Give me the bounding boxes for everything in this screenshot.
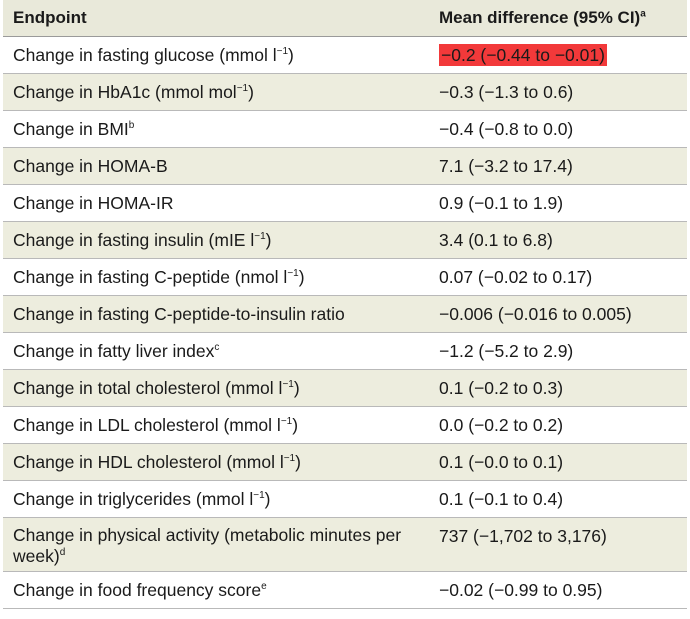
superscript: b (128, 119, 135, 131)
table-row: Change in fasting insulin (mIE l−1) 3.4 … (3, 221, 687, 259)
endpoint-cell: Change in HbA1c (mmol mol−1) (3, 73, 431, 111)
endpoint-header: Endpoint (3, 0, 431, 37)
superscript: −1 (276, 45, 289, 57)
value-cell: 0.1 (−0.1 to 0.4) (431, 480, 687, 518)
table-row: Change in food frequency scoree −0.02 (−… (3, 571, 687, 609)
table-row: Change in fatty liver indexc −1.2 (−5.2 … (3, 332, 687, 370)
superscript: e (261, 580, 267, 592)
table-row: Change in physical activity (metabolic m… (3, 517, 687, 572)
endpoint-cell: Change in fatty liver indexc (3, 332, 431, 370)
superscript: d (59, 547, 66, 559)
results-table: Endpoint Mean difference (95% CI)a Chang… (3, 0, 687, 609)
table-row: Change in total cholesterol (mmol l−1) 0… (3, 369, 687, 407)
table-row: Change in fasting glucose (mmol l−1) −0.… (3, 36, 687, 74)
endpoint-cell: Change in LDL cholesterol (mmol l−1) (3, 406, 431, 444)
superscript: c (214, 341, 220, 353)
highlighted-value: −0.2 (−0.44 to −0.01) (439, 43, 607, 66)
endpoint-cell: Change in BMIb (3, 110, 431, 148)
value-cell: 0.9 (−0.1 to 1.9) (431, 184, 687, 222)
value-cell: 0.07 (−0.02 to 0.17) (431, 258, 687, 296)
superscript: −1 (253, 489, 265, 501)
endpoint-cell: Change in HOMA-B (3, 147, 431, 185)
table-row: Change in triglycerides (mmol l−1) 0.1 (… (3, 480, 687, 518)
value-cell: −0.02 (−0.99 to 0.95) (431, 571, 687, 609)
value-cell: −0.2 (−0.44 to −0.01) (431, 36, 687, 74)
value-cell: 3.4 (0.1 to 6.8) (431, 221, 687, 259)
endpoint-cell: Change in HOMA-IR (3, 184, 431, 222)
table-row: Change in HOMA-IR 0.9 (−0.1 to 1.9) (3, 184, 687, 222)
endpoint-cell: Change in fasting glucose (mmol l−1) (3, 36, 431, 74)
superscript: −1 (287, 267, 299, 279)
table-row: Change in HDL cholesterol (mmol l−1) 0.1… (3, 443, 687, 481)
superscript: −1 (236, 82, 249, 94)
value-cell: 7.1 (−3.2 to 17.4) (431, 147, 687, 185)
value-cell: 737 (−1,702 to 3,176) (431, 517, 687, 572)
superscript: −1 (280, 415, 293, 427)
superscript: −1 (282, 378, 294, 390)
superscript: −1 (254, 230, 266, 242)
footnote-marker: a (640, 8, 646, 20)
endpoint-cell: Change in fasting C-peptide (nmol l−1) (3, 258, 431, 296)
superscript: −1 (283, 452, 296, 464)
endpoint-cell: Change in triglycerides (mmol l−1) (3, 480, 431, 518)
endpoint-cell: Change in fasting insulin (mIE l−1) (3, 221, 431, 259)
table-row: Change in HbA1c (mmol mol−1) −0.3 (−1.3 … (3, 73, 687, 111)
value-cell: −0.006 (−0.016 to 0.005) (431, 295, 687, 333)
endpoint-cell: Change in physical activity (metabolic m… (3, 517, 431, 572)
endpoint-cell: Change in HDL cholesterol (mmol l−1) (3, 443, 431, 481)
endpoint-cell: Change in total cholesterol (mmol l−1) (3, 369, 431, 407)
table-row: Change in fasting C-peptide (nmol l−1) 0… (3, 258, 687, 296)
table-row: Change in HOMA-B 7.1 (−3.2 to 17.4) (3, 147, 687, 185)
endpoint-cell: Change in fasting C-peptide-to-insulin r… (3, 295, 431, 333)
table-row: Change in LDL cholesterol (mmol l−1) 0.0… (3, 406, 687, 444)
value-cell: 0.1 (−0.0 to 0.1) (431, 443, 687, 481)
value-cell: −1.2 (−5.2 to 2.9) (431, 332, 687, 370)
mean-difference-header: Mean difference (95% CI)a (431, 0, 687, 37)
value-cell: −0.4 (−0.8 to 0.0) (431, 110, 687, 148)
table-row: Change in BMIb −0.4 (−0.8 to 0.0) (3, 110, 687, 148)
table-row: Change in fasting C-peptide-to-insulin r… (3, 295, 687, 333)
endpoint-cell: Change in food frequency scoree (3, 571, 431, 609)
value-cell: 0.1 (−0.2 to 0.3) (431, 369, 687, 407)
value-cell: 0.0 (−0.2 to 0.2) (431, 406, 687, 444)
header-row: Endpoint Mean difference (95% CI)a (3, 0, 687, 37)
value-cell: −0.3 (−1.3 to 0.6) (431, 73, 687, 111)
